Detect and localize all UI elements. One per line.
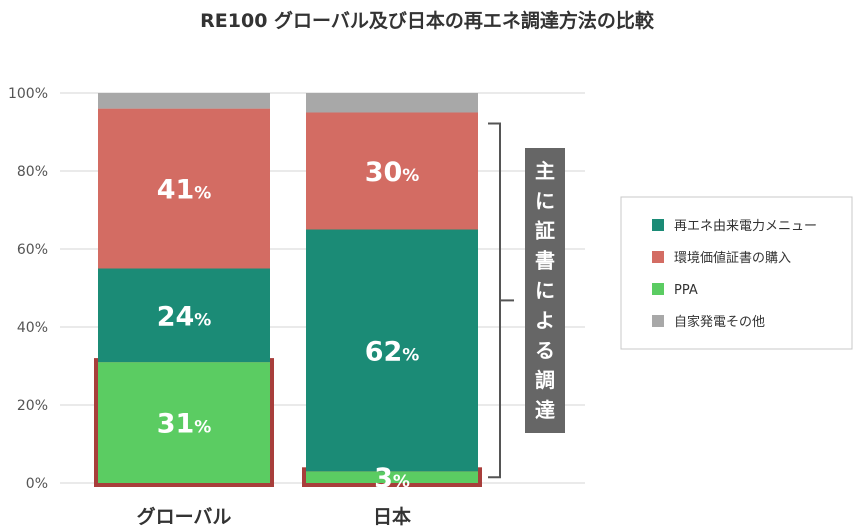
y-axis: 0% 20% 40% 60% 80% 100%: [8, 86, 48, 492]
y-tick-label: 80%: [17, 164, 48, 180]
chart-title: RE100 グローバル及び日本の再エネ調達方法の比較: [200, 9, 655, 32]
data-label: 30%: [365, 157, 420, 188]
y-tick-label: 60%: [17, 242, 48, 258]
annotation-box: [525, 148, 565, 433]
legend-label: 自家発電その他: [674, 314, 765, 330]
y-tick-label: 20%: [17, 398, 48, 414]
bar-segment: [306, 229, 478, 472]
data-label: 3%: [374, 463, 410, 494]
bar-segment: [98, 93, 270, 109]
x-category-label: 日本: [373, 505, 411, 528]
bar-segment: [306, 112, 478, 230]
legend-label: 環境価値証書の購入: [674, 250, 791, 266]
x-axis: グローバル 日本: [137, 505, 411, 528]
bar-segment: [306, 471, 478, 483]
data-label: 31%: [157, 409, 212, 440]
legend-swatch: [652, 315, 664, 327]
annotation: 主に証書による調達: [488, 122, 565, 479]
legend-swatch: [652, 251, 664, 263]
bar-segment: [98, 268, 270, 363]
data-label: 24%: [157, 301, 212, 332]
legend-label: PPA: [674, 283, 698, 298]
legend-label: 再エネ由来電力メニュー: [674, 219, 817, 234]
bars: 31% 24% 41% 3% 62% 30%: [94, 93, 482, 494]
data-label: 62%: [365, 336, 420, 367]
annotation-text: 主に証書による調達: [535, 159, 555, 422]
data-label: 41%: [157, 175, 212, 206]
bar-segment: [98, 362, 270, 483]
legend-swatch: [652, 219, 664, 231]
bar-segment: [306, 93, 478, 113]
y-tick-label: 40%: [17, 320, 48, 336]
x-category-label: グローバル: [137, 505, 232, 528]
bracket: [488, 122, 501, 479]
y-tick-label: 100%: [8, 86, 48, 102]
legend-swatch: [652, 283, 664, 295]
y-tick-label: 0%: [26, 476, 48, 492]
bar-segment: [98, 108, 270, 269]
